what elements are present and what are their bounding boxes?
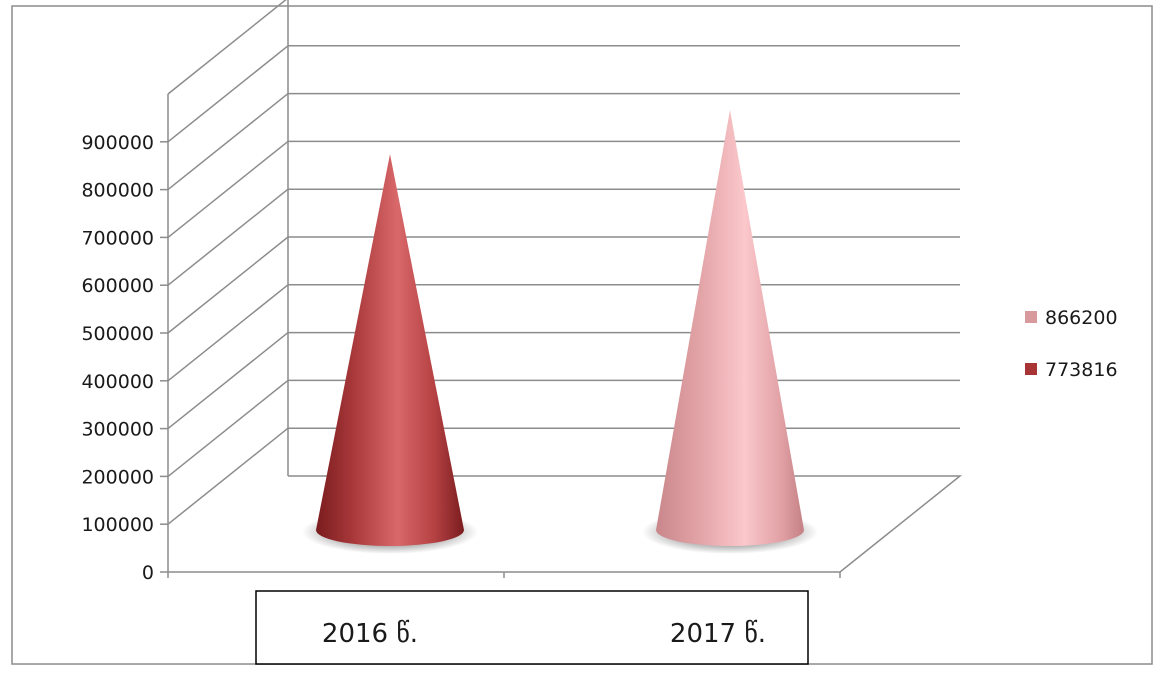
gridline-side <box>167 45 289 143</box>
gridline-side <box>167 332 289 430</box>
x-tick-label-2016: 2016 წ. <box>322 619 418 649</box>
y-tick-label: 200000 <box>81 466 154 488</box>
gridline-side <box>167 0 287 95</box>
gridline-side <box>167 427 289 525</box>
legend-label-866200: 866200 <box>1045 307 1118 329</box>
legend-label-773816: 773816 <box>1045 359 1118 381</box>
legend-swatch-773816 <box>1025 363 1037 375</box>
cone-body <box>656 109 804 547</box>
y-tick-label: 0 <box>142 562 154 584</box>
data-cones <box>302 109 818 554</box>
y-tick-label: 400000 <box>81 371 154 393</box>
gridline-side <box>167 93 289 191</box>
category-label-box <box>255 590 809 665</box>
y-tick-label: 300000 <box>81 419 154 441</box>
gridline-side <box>167 236 289 334</box>
y-tick-label: 700000 <box>81 227 154 249</box>
cone-866200 <box>642 109 818 554</box>
legend-swatch-866200 <box>1025 311 1037 323</box>
chart-frame <box>11 5 1153 665</box>
y-axis-ticks: 0 100000 200000 300000 400000 500000 600000 700… <box>81 132 168 584</box>
legend: 866200 773816 <box>1025 307 1118 381</box>
gridline-side <box>167 188 289 286</box>
x-tick-label-2017: 2017 წ. <box>670 619 766 649</box>
gridline-side <box>167 284 289 382</box>
y-tick-label: 600000 <box>81 275 154 297</box>
y-tick-label: 500000 <box>81 323 154 345</box>
cone-773816 <box>302 154 478 554</box>
gridline-side <box>167 140 289 238</box>
y-tick-label: 800000 <box>81 180 154 202</box>
y-tick-label: 900000 <box>81 132 154 154</box>
cone-body <box>316 154 464 546</box>
gridline-side <box>167 379 289 477</box>
y-tick-label: 100000 <box>81 514 154 536</box>
